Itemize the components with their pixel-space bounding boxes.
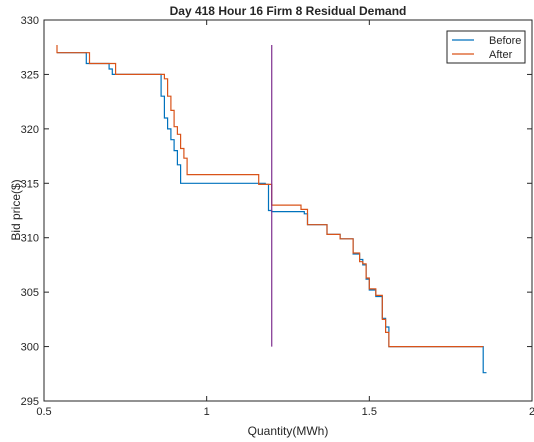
plot-area: [43, 19, 533, 402]
y-tick-label: 305: [21, 287, 39, 299]
legend-label-after: After: [489, 49, 513, 61]
y-tick-label: 295: [21, 396, 39, 408]
y-tick-label: 310: [21, 233, 39, 245]
y-tick-label: 300: [21, 342, 39, 354]
legend: Before After: [446, 30, 526, 64]
y-tick-label: 330: [21, 15, 39, 27]
y-axis-label: Bid price($): [9, 179, 23, 240]
x-tick-label: 1: [204, 406, 210, 418]
x-tick-label: 0.5: [36, 406, 51, 418]
axis-ticks: 0.5 1 1.5 2 295 300 305 310 315 320 325 330: [21, 15, 534, 418]
y-tick-label: 320: [21, 124, 39, 136]
x-tick-label: 1.5: [362, 406, 377, 418]
legend-label-before: Before: [489, 35, 521, 47]
plot-lines: [56, 45, 487, 374]
x-axis-label: Quantity(MWh): [248, 424, 329, 438]
legend-box: [446, 30, 526, 64]
y-tick-label: 315: [21, 178, 39, 190]
chart-title: Day 418 Hour 16 Firm 8 Residual Demand: [170, 4, 407, 18]
series-line-after: [56, 45, 484, 348]
x-tick-label: 2: [529, 406, 534, 418]
y-tick-label: 325: [21, 69, 39, 81]
